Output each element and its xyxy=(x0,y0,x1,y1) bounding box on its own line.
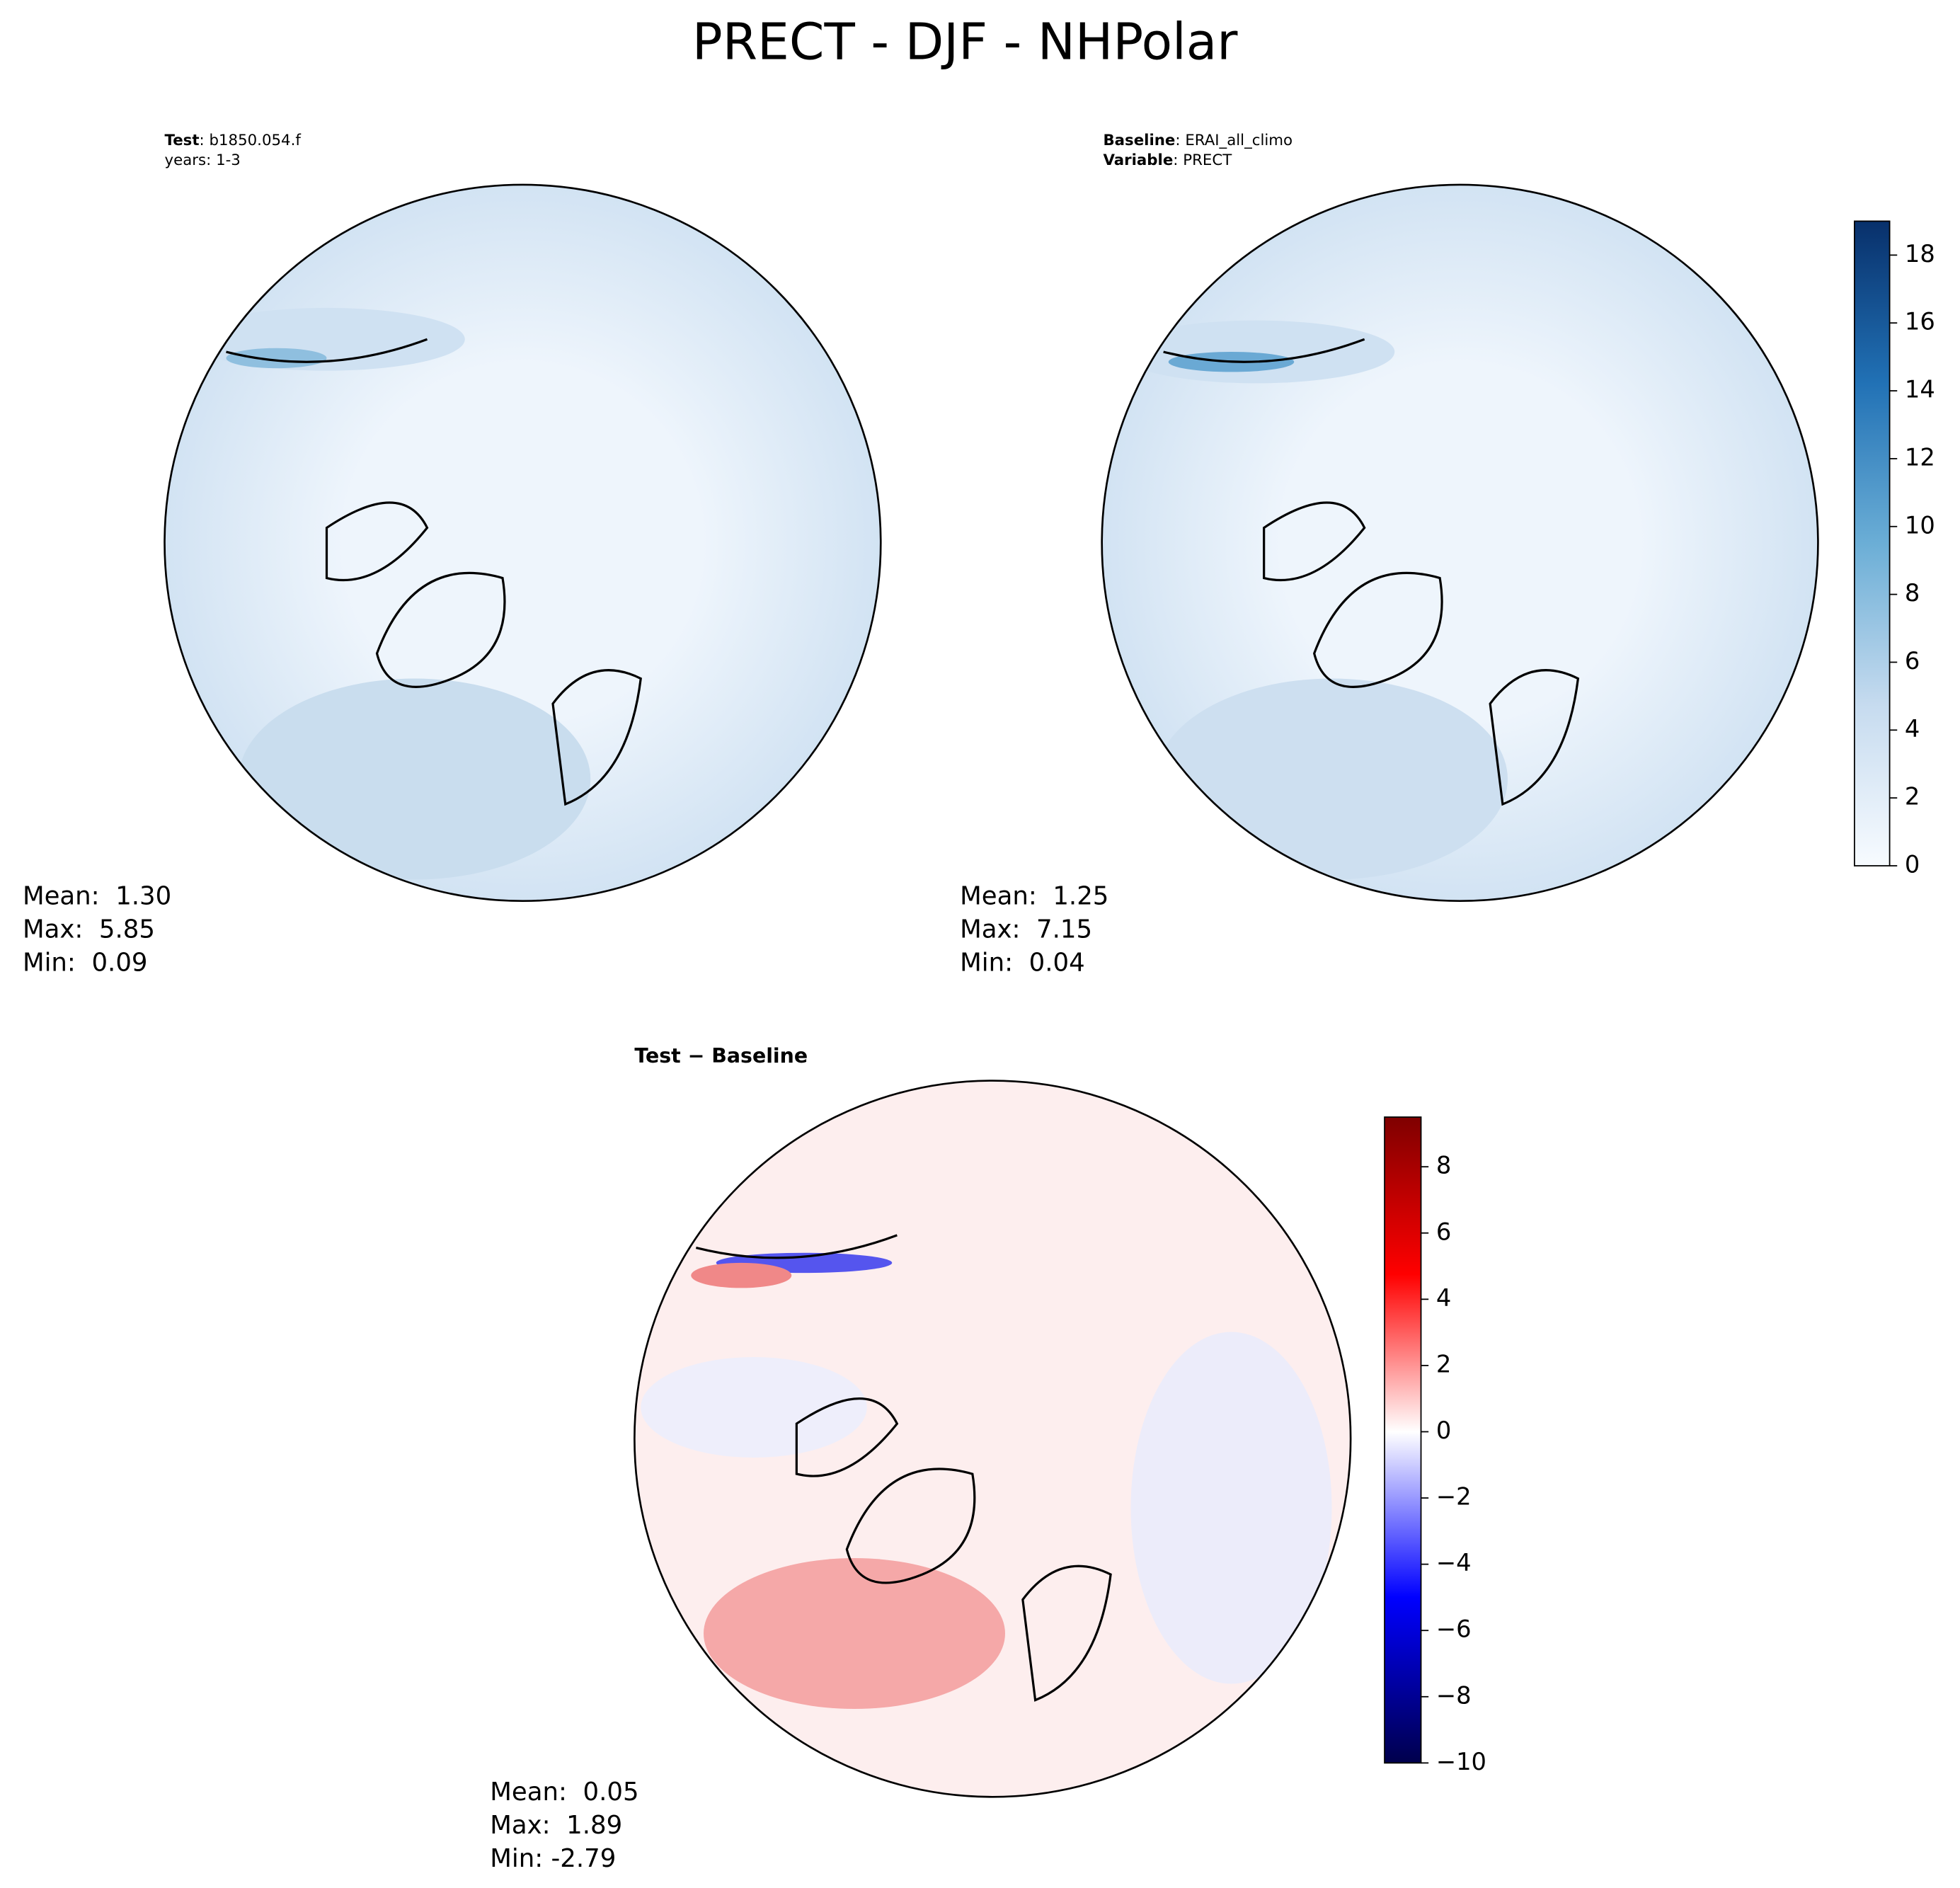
colorbar-tick-label: 12 xyxy=(1905,443,1935,471)
colorbar-tick-label: 18 xyxy=(1905,240,1935,268)
colorbar-tick-label: −10 xyxy=(1436,1748,1486,1775)
colorbar-tick-label: 6 xyxy=(1905,647,1920,675)
maps xyxy=(164,183,1819,1798)
colorbar-precip xyxy=(1854,220,1891,866)
colorbar-tick-label: −8 xyxy=(1436,1681,1472,1709)
stat: Max: 5.85 xyxy=(23,915,155,944)
colorbar-tick-label: 14 xyxy=(1905,376,1935,404)
colorbar-tick-label: −4 xyxy=(1436,1549,1472,1577)
map-difference xyxy=(634,1080,1351,1797)
stat: Mean: 0.05 xyxy=(490,1778,638,1807)
panel-label: Baseline: ERAI_all_climo xyxy=(1103,132,1293,149)
stat: Min: 0.04 xyxy=(960,948,1085,977)
stat: Mean: 1.30 xyxy=(23,881,171,910)
label-key: Variable xyxy=(1103,151,1173,169)
stat: Min: -2.79 xyxy=(490,1844,616,1873)
label-key: Baseline xyxy=(1103,132,1175,149)
colorbar-tick-label: 6 xyxy=(1436,1218,1451,1245)
stat: Max: 7.15 xyxy=(960,915,1092,944)
map-baseline xyxy=(1101,184,1818,901)
colorbar-tick-label: 10 xyxy=(1905,511,1935,539)
colorbar-tick-label: 4 xyxy=(1436,1284,1451,1312)
label-key: Test xyxy=(165,132,200,149)
panel-label: years: 1-3 xyxy=(165,151,241,169)
stat: Max: 1.89 xyxy=(490,1811,622,1840)
colorbar-tick-label: 2 xyxy=(1905,783,1920,811)
label-text: : PRECT xyxy=(1173,151,1232,169)
panel-label: Test: b1850.054.f xyxy=(165,132,302,149)
colorbar-difference xyxy=(1384,1116,1422,1764)
label-key: Test − Baseline xyxy=(634,1044,808,1068)
stat: Mean: 1.25 xyxy=(960,881,1108,910)
colorbar-tick-label: 4 xyxy=(1905,715,1920,743)
colorbar-tick-label: −2 xyxy=(1436,1483,1472,1511)
colorbar-tick-label: 0 xyxy=(1436,1417,1451,1444)
colorbar-tick-label: 8 xyxy=(1905,579,1920,607)
colorbar-tick-label: −6 xyxy=(1436,1615,1472,1643)
label-text: : ERAI_all_climo xyxy=(1175,132,1293,149)
colorbar-tick-label: 0 xyxy=(1905,851,1920,879)
figure-title: PRECT - DJF - NHPolar xyxy=(692,12,1238,71)
colorbar-tick-label: 8 xyxy=(1436,1152,1451,1179)
label-text: : b1850.054.f xyxy=(200,132,302,149)
label-text: years: 1-3 xyxy=(165,151,241,169)
colorbar-tick-label: 16 xyxy=(1905,308,1935,336)
map-test xyxy=(164,184,881,901)
stat: Min: 0.09 xyxy=(23,948,148,977)
panel-label: Test − Baseline xyxy=(634,1044,808,1068)
colorbar-tick-label: 2 xyxy=(1436,1350,1451,1378)
panel-label: Variable: PRECT xyxy=(1103,151,1232,169)
